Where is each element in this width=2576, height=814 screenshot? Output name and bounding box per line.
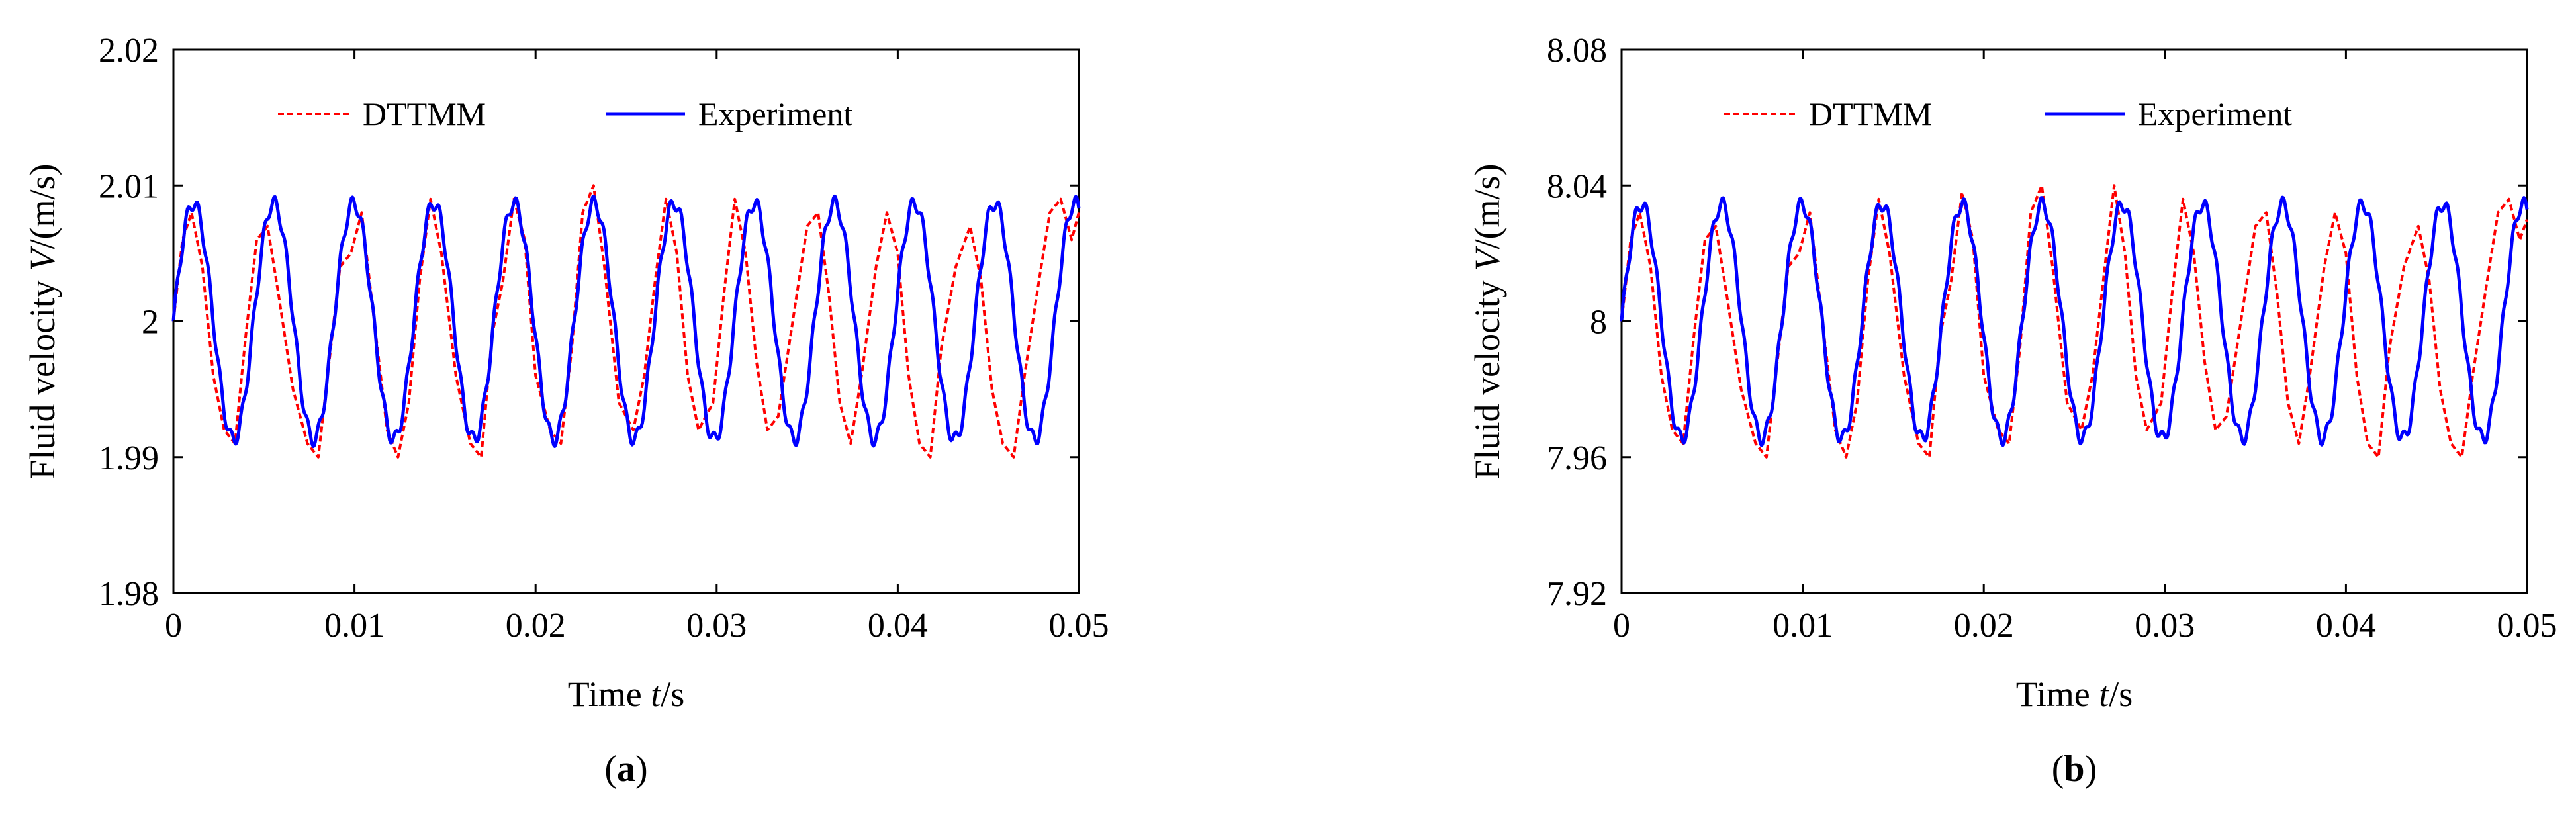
y-tick-label-b: 8 [1590, 304, 1607, 341]
series-layer-b [1620, 184, 2529, 459]
x-tick-label-a: 0.02 [506, 607, 566, 645]
y-tick-label-b: 8.04 [1547, 167, 1607, 205]
legend-label-dttmm-b: DTTMM [1809, 95, 1932, 132]
x-tick-label-b: 0.05 [2497, 607, 2557, 645]
x-axis-label-a: Time t/s [568, 674, 685, 714]
panel-label-a: (a) [604, 748, 647, 790]
plot-area-a [172, 48, 1080, 594]
x-tick-label-a: 0.01 [324, 607, 385, 645]
panel-a: 0 0.01 0.02 0.03 0.04 0.05 1.98 1.99 2 2.01 2.02 D… [23, 32, 1109, 790]
legend-label-dttmm-a: DTTMM [363, 95, 486, 132]
legend-label-experiment-a: Experiment [698, 95, 852, 132]
plot-area-b [1620, 48, 2528, 594]
series-line-experiment-b [1620, 195, 2529, 447]
series-layer-a [171, 184, 1081, 459]
x-tick-label-b: 0.03 [2135, 607, 2195, 645]
y-tick-label-b: 7.96 [1547, 439, 1607, 477]
y-tick-label-a: 2 [142, 304, 159, 341]
y-tick-label-b: 8.08 [1547, 32, 1607, 69]
x-tick-label-b: 0 [1613, 607, 1630, 645]
x-tick-label-b: 0.02 [1954, 607, 2014, 645]
panel-label-b: (b) [2052, 748, 2097, 790]
y-axis-label-b: Fluid velocity V/(m/s) [1467, 164, 1507, 480]
x-axis-label-b: Time t/s [2016, 674, 2133, 714]
y-axis-label-a: Fluid velocity V/(m/s) [23, 164, 62, 480]
x-tick-label-b: 0.04 [2316, 607, 2376, 645]
y-tick-label-b: 7.92 [1547, 575, 1607, 613]
series-line-dttmm-a [172, 184, 1080, 459]
legend-b: DTTMM Experiment [1724, 95, 2292, 132]
axes-a: 0 0.01 0.02 0.03 0.04 0.05 1.98 1.99 2 2.01 2.02 [99, 32, 1109, 645]
series-line-experiment-a [171, 194, 1081, 449]
legend-a: DTTMM Experiment [278, 95, 852, 132]
x-tick-label-a: 0.04 [868, 607, 928, 645]
x-tick-label-a: 0.05 [1049, 607, 1109, 645]
y-tick-label-a: 1.98 [99, 575, 159, 613]
axes-b: 0 0.01 0.02 0.03 0.04 0.05 7.92 7.96 8 8.04 8.08 [1547, 32, 2557, 645]
panel-b: 0 0.01 0.02 0.03 0.04 0.05 7.92 7.96 8 8.04 8.08 D… [1467, 32, 2557, 790]
x-tick-label-b: 0.01 [1772, 607, 1833, 645]
y-tick-label-a: 1.99 [99, 439, 159, 477]
y-tick-label-a: 2.02 [99, 32, 159, 69]
legend-label-experiment-b: Experiment [2138, 95, 2292, 132]
x-tick-label-a: 0.03 [686, 607, 747, 645]
y-tick-label-a: 2.01 [99, 167, 159, 205]
x-tick-label-a: 0 [165, 607, 182, 645]
